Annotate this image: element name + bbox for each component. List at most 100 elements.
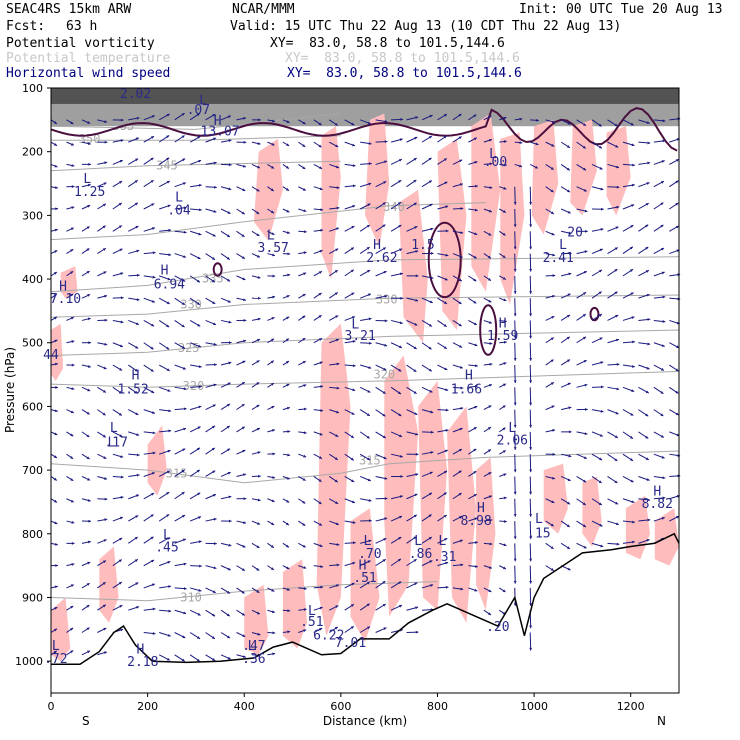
wind-arrowhead: [272, 631, 276, 635]
wind-arrowhead: [632, 520, 635, 524]
wind-vector: [529, 320, 532, 339]
wind-arrowhead: [150, 136, 154, 139]
theta-contour: [50, 256, 680, 293]
wind-arrowhead: [334, 122, 338, 126]
wind-vector: [514, 387, 516, 406]
wind-arrowhead: [182, 515, 186, 518]
wind-arrowhead: [242, 188, 246, 192]
wind-arrowhead: [102, 248, 106, 251]
wind-arrowhead: [443, 346, 447, 349]
wind-arrowhead: [198, 159, 202, 163]
wind-arrowhead: [272, 253, 275, 257]
wind-arrowhead: [271, 232, 275, 235]
wind-vector: [514, 431, 516, 450]
wind-arrowhead: [182, 538, 186, 542]
wind-arrowhead: [502, 405, 506, 409]
wind-arrowhead: [382, 559, 386, 562]
wind-arrowhead: [367, 203, 371, 207]
wind-arrowhead: [598, 145, 602, 149]
wind-arrowhead: [119, 344, 123, 348]
wind-arrowhead: [71, 185, 75, 188]
wind-arrowhead: [213, 137, 217, 141]
wind-arrowhead: [286, 587, 290, 591]
wind-arrowhead: [513, 224, 517, 227]
wind-arrowhead: [616, 542, 620, 546]
wind-arrowhead: [183, 230, 187, 234]
wind-arrowhead: [513, 514, 517, 517]
wind-arrowhead: [287, 609, 291, 613]
wind-arrowhead: [54, 143, 58, 146]
wind-arrowhead: [502, 276, 506, 280]
wind-arrowhead: [599, 457, 603, 461]
pv-fill-region: [625, 495, 650, 560]
wind-arrowhead: [350, 247, 354, 251]
wind-arrowhead: [675, 368, 679, 372]
wind-arrowhead: [181, 469, 185, 473]
wind-arrowhead: [285, 361, 289, 364]
wind-arrowhead: [119, 181, 123, 184]
wind-arrowhead: [384, 497, 388, 500]
wind-arrowhead: [118, 390, 122, 394]
wind-arrowhead: [336, 563, 340, 567]
wind-arrowhead: [428, 537, 432, 540]
wind-arrowhead: [70, 627, 74, 631]
wind-arrowhead: [285, 338, 289, 342]
wind-arrowhead: [503, 543, 507, 547]
wind-vector: [529, 454, 532, 473]
wind-arrowhead: [120, 118, 124, 122]
extremum-label: .70: [358, 547, 381, 562]
wind-arrowhead: [302, 188, 306, 191]
theta-contour: [50, 581, 438, 602]
wind-arrowhead: [513, 202, 517, 205]
wind-arrowhead: [350, 626, 354, 630]
wind-arrowhead: [212, 425, 216, 429]
wind-arrowhead: [383, 456, 387, 460]
wind-arrowhead: [474, 384, 478, 388]
wind-arrowhead: [474, 161, 478, 164]
wind-arrowhead: [243, 116, 247, 120]
wind-arrowhead: [615, 315, 619, 318]
wind-arrowhead: [645, 270, 649, 273]
wind-arrowhead: [488, 321, 492, 324]
wind-arrowhead: [352, 340, 356, 343]
wind-arrowhead: [197, 516, 201, 519]
wind-arrowhead: [475, 564, 478, 568]
wind-arrowhead: [598, 480, 602, 484]
wind-vector: [514, 543, 516, 562]
wind-arrowhead: [87, 388, 91, 392]
wind-arrowhead: [615, 144, 619, 148]
wind-arrowhead: [120, 272, 124, 276]
wind-arrowhead: [320, 385, 324, 388]
wind-arrowhead: [241, 568, 245, 571]
extremum-label: H: [373, 238, 381, 253]
extremum-label: .00: [484, 155, 507, 170]
wind-arrowhead: [256, 382, 260, 386]
wind-arrowhead: [630, 292, 634, 296]
stratosphere-band: [51, 88, 679, 127]
wind-arrowhead: [53, 477, 57, 481]
wind-arrowhead: [70, 456, 74, 459]
extremum-label: L: [163, 528, 171, 543]
wind-arrowhead: [583, 271, 587, 274]
wind-arrowhead: [502, 589, 506, 593]
wind-arrowhead: [198, 405, 202, 409]
wind-arrowhead: [584, 250, 588, 254]
wind-arrowhead: [136, 606, 140, 609]
wind-arrowhead: [103, 366, 107, 370]
wind-arrowhead: [150, 368, 154, 372]
wind-arrowhead: [398, 391, 401, 395]
wind-arrowhead: [198, 183, 202, 187]
wind-arrowhead: [213, 210, 217, 213]
wind-arrowhead: [383, 181, 387, 184]
wind-arrowhead: [54, 250, 58, 253]
wind-arrowhead: [54, 585, 58, 589]
wind-arrowhead: [303, 629, 307, 632]
wind-vector: [529, 409, 532, 428]
wind-arrowhead: [384, 160, 388, 164]
wind-arrowhead: [567, 359, 571, 363]
pv-fill-region: [51, 323, 64, 381]
wind-arrowhead: [630, 412, 634, 416]
wind-arrowhead: [368, 142, 372, 145]
wind-arrowhead: [615, 411, 619, 415]
south-label: S: [82, 714, 90, 728]
